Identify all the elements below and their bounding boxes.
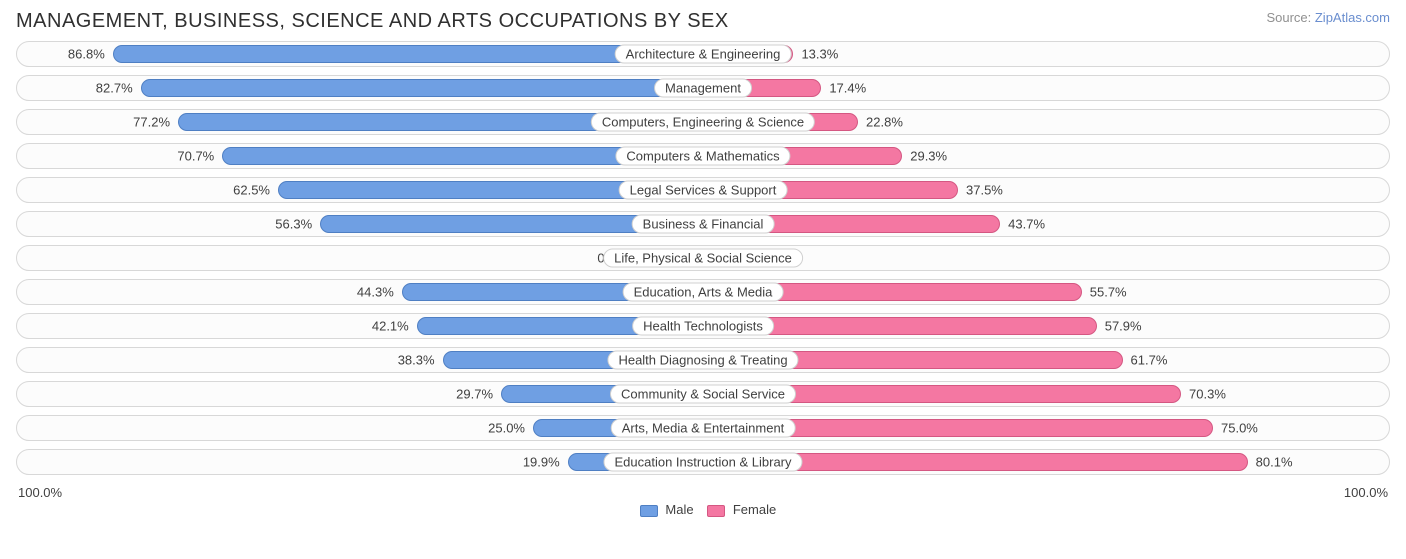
category-label: Architecture & Engineering [615,45,792,64]
data-row: 38.3% 61.7% Health Diagnosing & Treating [16,347,1390,373]
male-value-label: 42.1% [372,319,409,334]
female-value-label: 55.7% [1090,285,1127,300]
data-row: 29.7% 70.3% Community & Social Service [16,381,1390,407]
source-attribution: Source: ZipAtlas.com [1266,10,1390,26]
data-row: 44.3% 55.7% Education, Arts & Media [16,279,1390,305]
data-row: 19.9% 80.1% Education Instruction & Librar… [16,449,1390,475]
legend: Male Female [16,502,1390,517]
female-value-label: 13.3% [801,47,838,62]
male-value-label: 62.5% [233,183,270,198]
female-value-label: 37.5% [966,183,1003,198]
chart-container: MANAGEMENT, BUSINESS, SCIENCE AND ARTS O… [0,0,1406,559]
source-link[interactable]: ZipAtlas.com [1315,10,1390,25]
female-value-label: 22.8% [866,115,903,130]
category-label: Arts, Media & Entertainment [611,419,796,438]
category-label: Business & Financial [632,215,775,234]
female-value-label: 61.7% [1131,353,1168,368]
axis-left-label: 100.0% [18,485,62,500]
female-value-label: 75.0% [1221,421,1258,436]
male-value-label: 29.7% [456,387,493,402]
male-value-label: 86.8% [68,47,105,62]
male-value-label: 38.3% [398,353,435,368]
data-row: 62.5% 37.5% Legal Services & Support [16,177,1390,203]
bars-area: 86.8% 13.3% Architecture & Engineering 82.7… [16,41,1390,475]
male-bar [141,79,703,97]
male-value-label: 82.7% [96,81,133,96]
data-row: 25.0% 75.0% Arts, Media & Entertainment [16,415,1390,441]
category-label: Legal Services & Support [619,181,788,200]
chart-title: MANAGEMENT, BUSINESS, SCIENCE AND ARTS O… [16,10,729,33]
category-label: Computers & Mathematics [615,147,790,166]
category-label: Life, Physical & Social Science [603,249,803,268]
male-value-label: 77.2% [133,115,170,130]
axis-row: 100.0% 100.0% [16,483,1390,500]
data-row: 70.7% 29.3% Computers & Mathematics [16,143,1390,169]
data-row: 56.3% 43.7% Business & Financial [16,211,1390,237]
category-label: Management [654,79,752,98]
category-label: Community & Social Service [610,385,796,404]
male-value-label: 56.3% [275,217,312,232]
male-value-label: 19.9% [523,455,560,470]
axis-right-label: 100.0% [1344,485,1388,500]
female-value-label: 29.3% [910,149,947,164]
data-row: 0.0%0.0%Life, Physical & Social Science [16,245,1390,271]
data-row: 82.7% 17.4% Management [16,75,1390,101]
female-value-label: 43.7% [1008,217,1045,232]
legend-swatch-female [707,505,725,517]
female-value-label: 57.9% [1105,319,1142,334]
category-label: Health Technologists [632,317,774,336]
category-label: Computers, Engineering & Science [591,113,815,132]
female-value-label: 17.4% [829,81,866,96]
source-prefix: Source: [1266,10,1314,25]
female-value-label: 80.1% [1256,455,1293,470]
category-label: Health Diagnosing & Treating [607,351,798,370]
legend-label-male: Male [665,502,693,517]
male-value-label: 70.7% [177,149,214,164]
legend-label-female: Female [733,502,776,517]
male-value-label: 44.3% [357,285,394,300]
category-label: Education, Arts & Media [623,283,784,302]
category-label: Education Instruction & Library [603,453,802,472]
header: MANAGEMENT, BUSINESS, SCIENCE AND ARTS O… [16,10,1390,33]
legend-swatch-male [640,505,658,517]
data-row: 42.1% 57.9% Health Technologists [16,313,1390,339]
data-row: 86.8% 13.3% Architecture & Engineering [16,41,1390,67]
male-value-label: 25.0% [488,421,525,436]
data-row: 77.2% 22.8% Computers, Engineering & Scien… [16,109,1390,135]
female-value-label: 70.3% [1189,387,1226,402]
